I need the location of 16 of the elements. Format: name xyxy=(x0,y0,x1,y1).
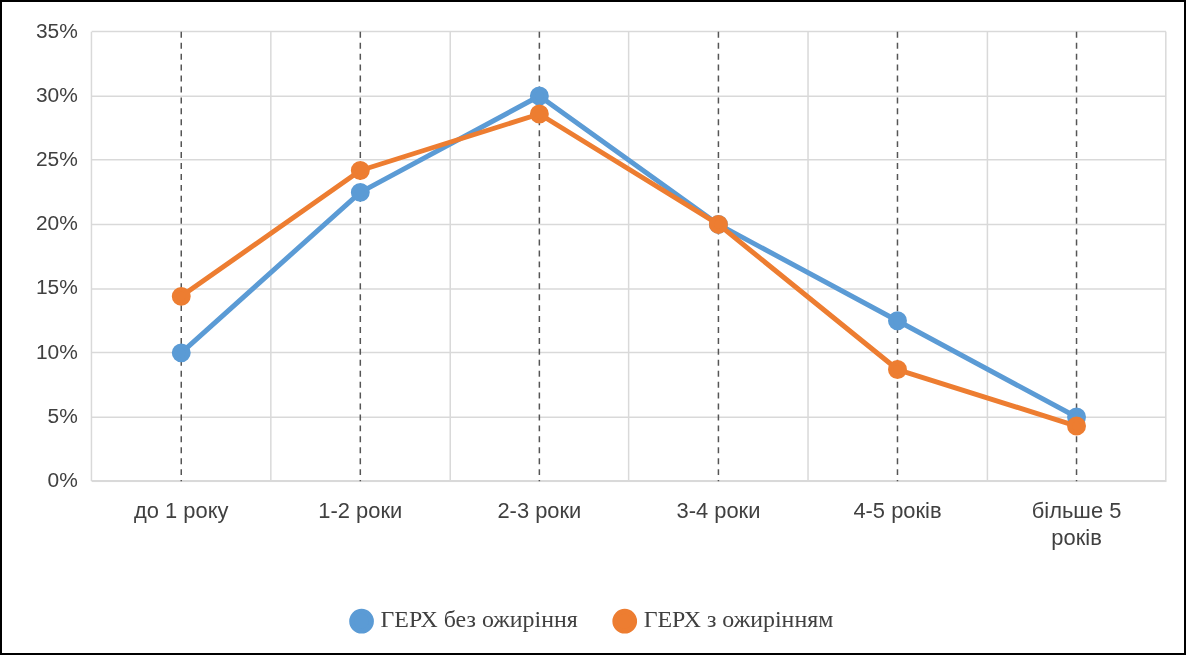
y-tick-label: 15% xyxy=(35,275,78,299)
legend-label: ГЕРХ без ожиріння xyxy=(380,606,578,633)
y-tick-label: 35% xyxy=(35,18,78,42)
x-tick-label: 2-3 роки xyxy=(497,498,582,524)
y-tick-label: 0% xyxy=(47,468,78,492)
y-tick-label: 10% xyxy=(35,339,78,363)
y-tick-label: 25% xyxy=(35,147,78,170)
legend-label: ГЕРХ з ожирінням xyxy=(643,606,834,633)
x-tick-label: до 1 року xyxy=(134,498,229,524)
x-tick-label: 1-2 роки xyxy=(318,498,403,524)
y-tick-label: 30% xyxy=(35,82,78,106)
x-tick-label: більше 5 років xyxy=(1031,498,1122,550)
x-tick-label: 3-4 роки xyxy=(676,498,761,524)
y-tick-label: 20% xyxy=(35,211,78,235)
y-tick-label: 5% xyxy=(47,403,78,427)
x-tick-label: 4-5 років xyxy=(853,498,942,524)
